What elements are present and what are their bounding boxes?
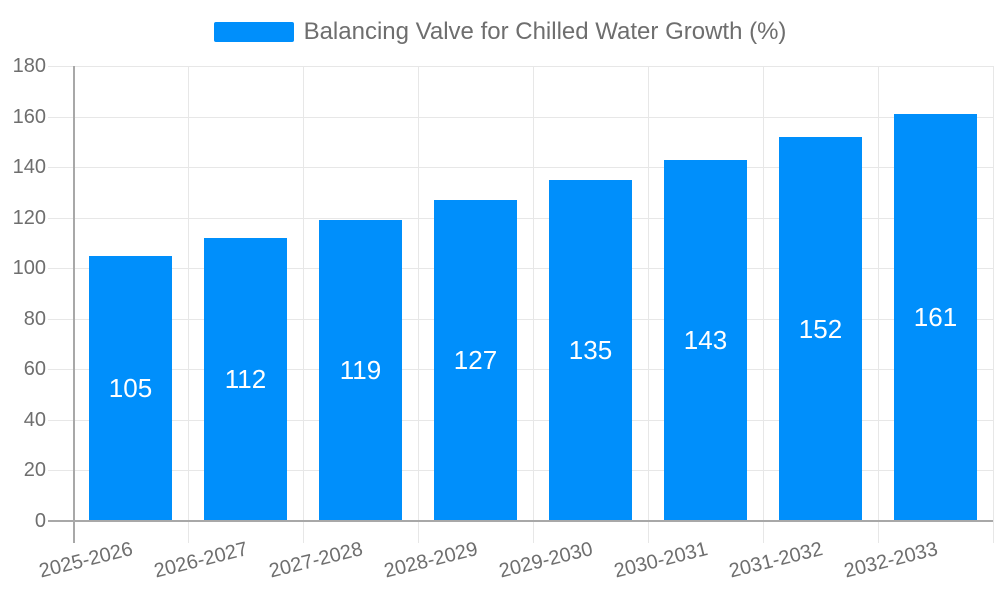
y-axis-tick-label: 80: [23, 308, 46, 330]
bar[interactable]: 135: [549, 180, 632, 521]
x-axis-tick-label: 2031-2032: [727, 538, 826, 583]
x-gridline: [878, 66, 879, 543]
x-gridline: [993, 66, 994, 543]
y-axis-tick-label: 60: [23, 358, 46, 380]
bar-value-label: 127: [453, 345, 498, 375]
x-axis-tick-label: 2032-2033: [842, 538, 941, 583]
x-axis-tick-label: 2030-2031: [612, 538, 711, 583]
x-axis-tick-label: 2029-2030: [497, 538, 596, 583]
y-axis-tick-label: 160: [12, 106, 46, 128]
bar[interactable]: 152: [779, 137, 862, 521]
bar[interactable]: 112: [204, 238, 287, 521]
y-axis-tick-label: 180: [12, 55, 46, 77]
y-gridline: [48, 268, 993, 269]
bar-value-label: 143: [683, 325, 728, 355]
y-axis-line: [73, 66, 75, 543]
x-axis-tick-label: 2027-2028: [267, 538, 366, 583]
y-axis-tick-label: 120: [12, 207, 46, 229]
bar[interactable]: 143: [664, 160, 747, 521]
y-gridline: [48, 218, 993, 219]
bar-value-label: 105: [108, 373, 153, 403]
bar[interactable]: 161: [894, 114, 977, 521]
bar-value-label: 112: [224, 364, 267, 394]
bar[interactable]: 119: [319, 220, 402, 521]
x-gridline: [418, 66, 419, 543]
legend-swatch: [213, 22, 294, 42]
y-gridline: [48, 470, 993, 471]
y-gridline: [48, 167, 993, 168]
x-axis-line: [48, 520, 993, 522]
x-axis-tick-label: 2026-2027: [152, 538, 251, 583]
x-axis-tick-label: 2028-2029: [382, 538, 481, 583]
x-gridline: [763, 66, 764, 543]
y-axis-tick-label: 0: [34, 510, 46, 532]
y-gridline: [48, 420, 993, 421]
y-axis-tick-label: 20: [23, 459, 46, 481]
x-axis-tick-label: 2025-2026: [37, 538, 136, 583]
y-axis-tick-label: 40: [23, 409, 46, 431]
y-axis-tick-label: 100: [12, 257, 46, 279]
y-axis-tick-label: 140: [12, 156, 46, 178]
y-gridline: [48, 117, 993, 118]
y-gridline: [48, 66, 993, 67]
x-gridline: [303, 66, 304, 543]
bar-value-label: 161: [913, 302, 958, 332]
y-gridline: [48, 369, 993, 370]
bar-value-label: 119: [339, 355, 382, 385]
bar-value-label: 135: [568, 335, 613, 365]
legend[interactable]: Balancing Valve for Chilled Water Growth…: [0, 18, 1000, 46]
bar-value-label: 152: [798, 313, 843, 344]
bar[interactable]: 105: [89, 256, 172, 521]
y-gridline: [48, 319, 993, 320]
x-gridline: [533, 66, 534, 543]
legend-label: Balancing Valve for Chilled Water Growth…: [303, 18, 787, 45]
bar[interactable]: 127: [434, 200, 517, 521]
x-gridline: [648, 66, 649, 543]
x-gridline: [188, 66, 189, 543]
